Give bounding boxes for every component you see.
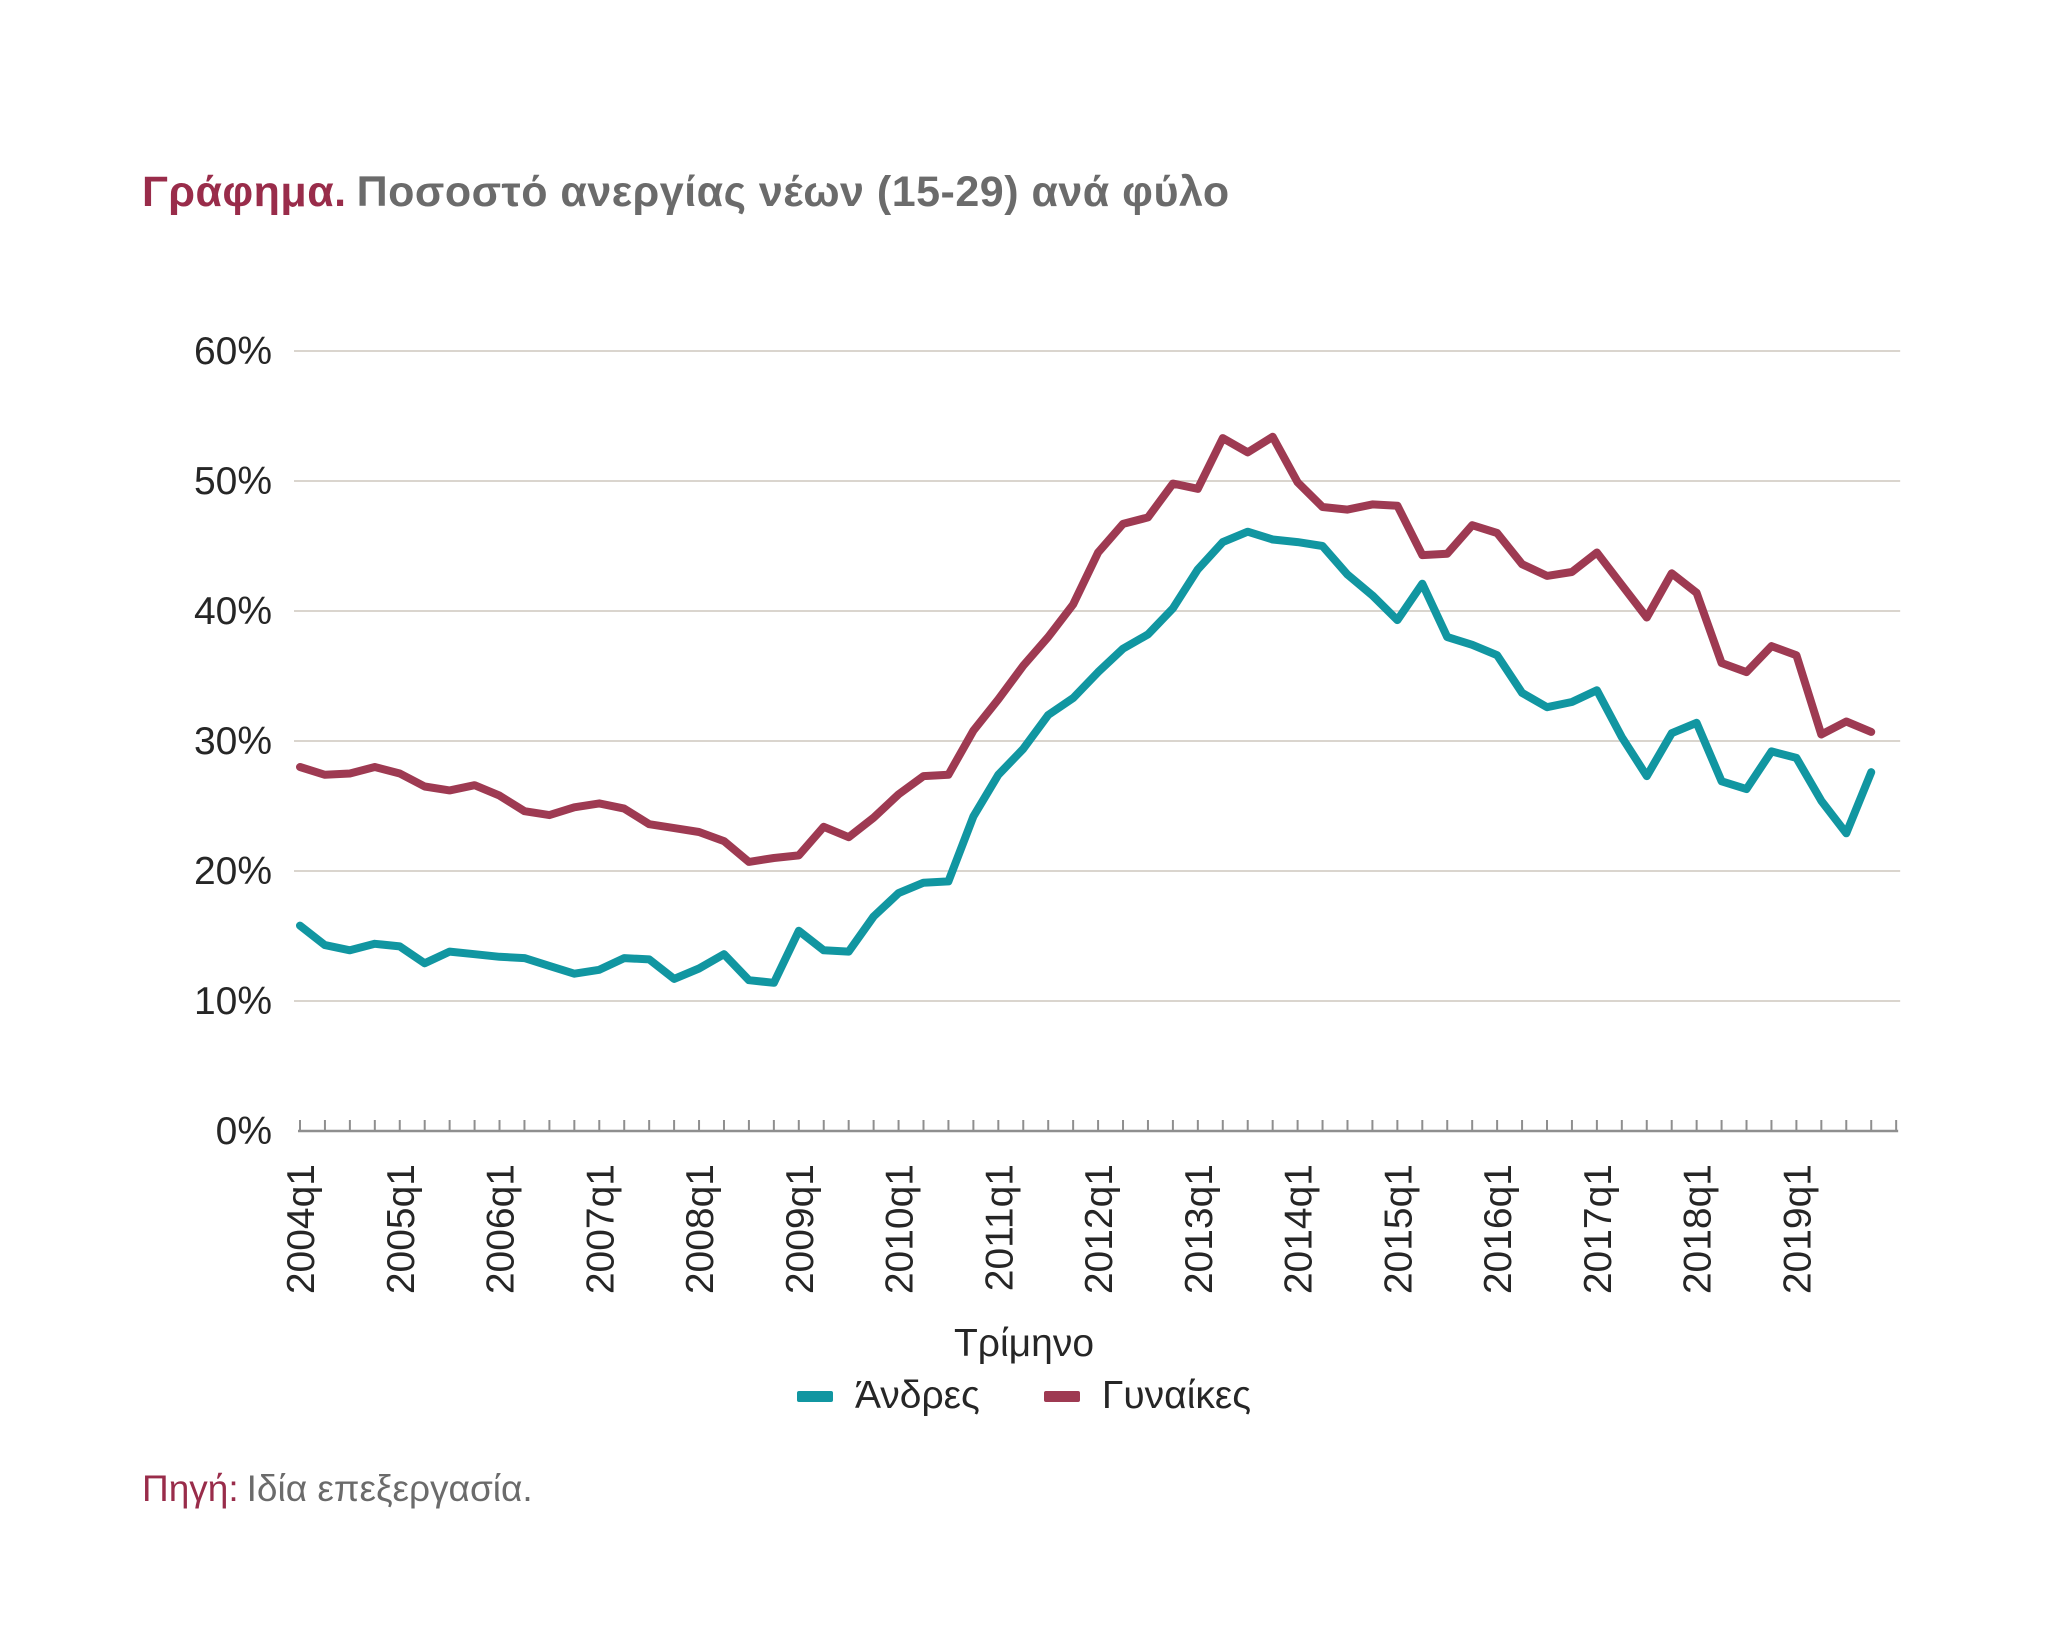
x-tick-label: 2019q1	[1776, 1164, 1819, 1294]
women-series-line	[296, 432, 1876, 866]
men-series-line	[296, 527, 1876, 987]
x-tick-label: 2018q1	[1677, 1164, 1720, 1294]
x-tick-label: 2017q1	[1577, 1164, 1620, 1294]
x-tick-label: 2004q1	[280, 1164, 323, 1294]
x-tick-label: 2008q1	[679, 1164, 722, 1294]
men-series-swatch	[796, 1390, 833, 1402]
men-series-label: Άνδρες	[854, 1374, 980, 1417]
x-tick-label: 2007q1	[579, 1164, 622, 1294]
chart-title-text: Ποσοστό ανεργίας νέων (15-29) ανά φύλο	[356, 168, 1230, 216]
legend: Άνδρες Γυναίκες	[0, 1374, 2048, 1418]
x-tick-label: 2009q1	[779, 1164, 822, 1294]
y-tick-label: 40%	[194, 590, 272, 633]
y-tick-label: 20%	[194, 850, 272, 893]
y-tick-label: 50%	[194, 460, 272, 503]
x-tick-label: 2015q1	[1377, 1164, 1420, 1294]
source-note: Πηγή: Ιδία επεξεργασία.	[142, 1468, 533, 1510]
x-tick-label: 2005q1	[380, 1164, 423, 1294]
source-label: Πηγή:	[142, 1468, 239, 1509]
x-tick-label: 2012q1	[1078, 1164, 1121, 1294]
x-axis-title: Τρίμηνο	[953, 1322, 1095, 1365]
line-chart-plot: 0% 10% 20% 30% 40% 50% 60% 2004q1 2005q1 2006q1 20…	[194, 330, 1901, 1294]
x-tick-label: 2011q1	[978, 1164, 1021, 1291]
y-tick-label: 0%	[216, 1110, 272, 1153]
x-tick-label: 2013q1	[1178, 1164, 1221, 1294]
source-text: Ιδία επεξεργασία.	[246, 1468, 533, 1509]
chart-title: Γράφημα. Ποσοστό ανεργίας νέων (15-29) αν…	[142, 168, 1230, 217]
x-tick-label: 2016q1	[1477, 1164, 1520, 1294]
legend-item-men: Άνδρες	[796, 1374, 980, 1418]
x-tick-label: 2010q1	[879, 1164, 922, 1294]
y-tick-label: 10%	[194, 980, 272, 1023]
x-tick-label: 2006q1	[480, 1164, 523, 1294]
chart-title-prefix: Γράφημα.	[142, 168, 347, 216]
y-tick-label: 30%	[194, 720, 272, 763]
legend-item-women: Γυναίκες	[1043, 1374, 1252, 1418]
women-series-swatch	[1043, 1390, 1080, 1402]
women-series-label: Γυναίκες	[1101, 1374, 1252, 1417]
y-tick-label: 60%	[194, 330, 272, 373]
x-tick-label: 2014q1	[1278, 1164, 1321, 1294]
